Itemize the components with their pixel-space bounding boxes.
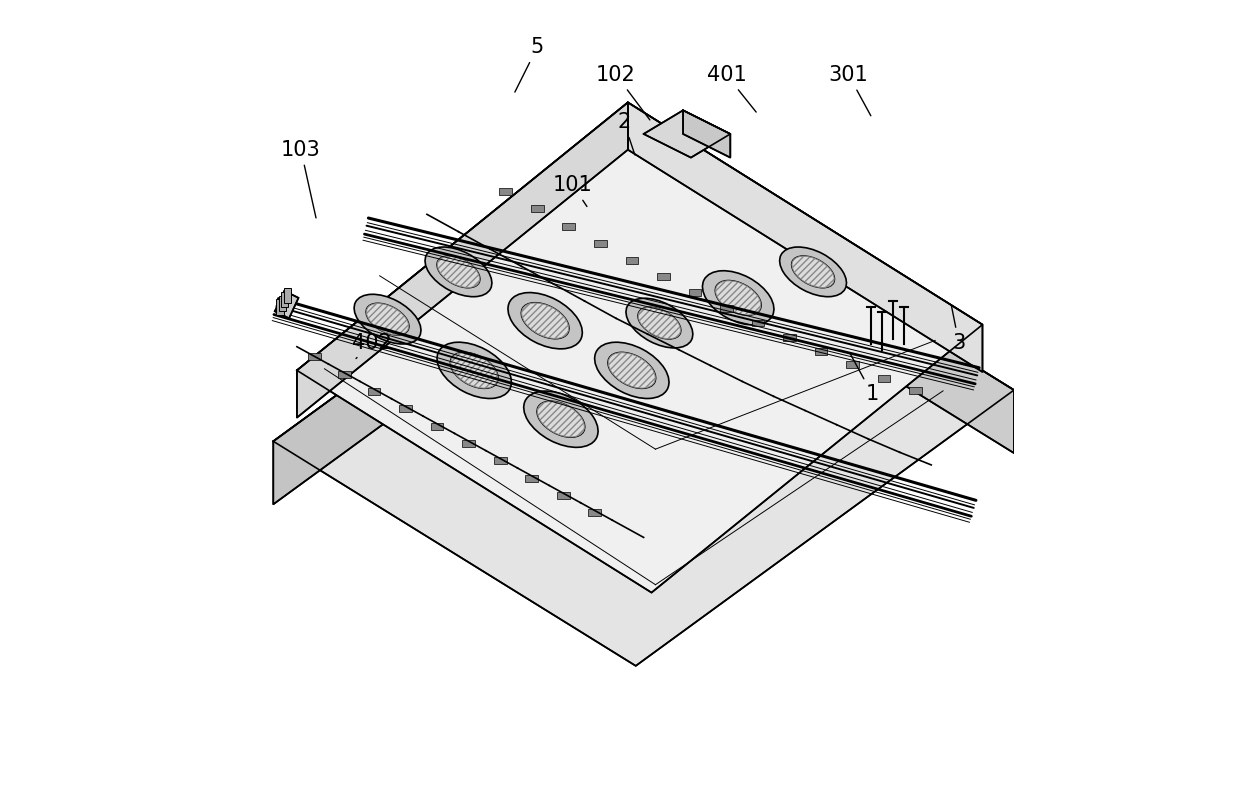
Polygon shape	[296, 102, 627, 418]
Ellipse shape	[450, 352, 498, 388]
Ellipse shape	[595, 342, 670, 399]
Text: 402: 402	[352, 333, 392, 359]
Text: 3: 3	[951, 306, 966, 353]
Bar	[526, 475, 538, 481]
Bar	[878, 375, 890, 381]
Polygon shape	[273, 165, 651, 504]
Bar	[277, 299, 284, 315]
Bar	[751, 320, 764, 326]
Bar	[308, 354, 321, 360]
Bar	[281, 292, 288, 307]
Bar	[909, 388, 921, 394]
Ellipse shape	[791, 256, 835, 288]
Bar	[815, 348, 827, 355]
Ellipse shape	[637, 307, 681, 339]
Bar	[589, 510, 601, 516]
Polygon shape	[651, 165, 1014, 453]
Bar	[557, 492, 569, 499]
Bar	[846, 362, 859, 368]
Bar	[430, 423, 444, 429]
Polygon shape	[296, 102, 982, 593]
Polygon shape	[683, 110, 730, 158]
Bar	[284, 288, 290, 303]
Bar	[657, 273, 670, 280]
Polygon shape	[627, 102, 982, 372]
Ellipse shape	[508, 292, 583, 349]
Ellipse shape	[702, 271, 774, 325]
Bar	[494, 458, 506, 464]
Bar	[784, 334, 796, 340]
Ellipse shape	[537, 401, 585, 437]
Bar	[463, 440, 475, 447]
Text: 1: 1	[849, 353, 879, 404]
Ellipse shape	[355, 294, 420, 344]
Bar	[688, 289, 701, 296]
Bar	[500, 188, 512, 195]
Ellipse shape	[780, 247, 847, 297]
Bar	[720, 305, 733, 311]
Ellipse shape	[626, 298, 693, 348]
Text: 2: 2	[618, 112, 635, 155]
Text: 103: 103	[281, 139, 321, 218]
Bar	[563, 223, 575, 229]
Text: 102: 102	[596, 65, 650, 120]
Ellipse shape	[523, 391, 598, 448]
Ellipse shape	[366, 303, 409, 335]
Polygon shape	[644, 110, 730, 158]
Text: 5: 5	[515, 37, 544, 92]
Bar	[625, 258, 639, 264]
Ellipse shape	[436, 256, 480, 288]
Ellipse shape	[425, 247, 492, 297]
Polygon shape	[275, 291, 299, 318]
Bar	[531, 206, 543, 212]
Ellipse shape	[436, 342, 511, 399]
Text: 301: 301	[828, 65, 870, 116]
Text: 101: 101	[553, 175, 593, 206]
Bar	[399, 406, 412, 412]
Ellipse shape	[608, 352, 656, 388]
Bar	[594, 240, 606, 247]
Bar	[337, 371, 351, 377]
Polygon shape	[273, 165, 1014, 666]
Ellipse shape	[521, 303, 569, 339]
Bar	[279, 296, 286, 311]
Bar	[368, 388, 381, 395]
Text: 401: 401	[707, 65, 756, 112]
Ellipse shape	[715, 281, 761, 315]
